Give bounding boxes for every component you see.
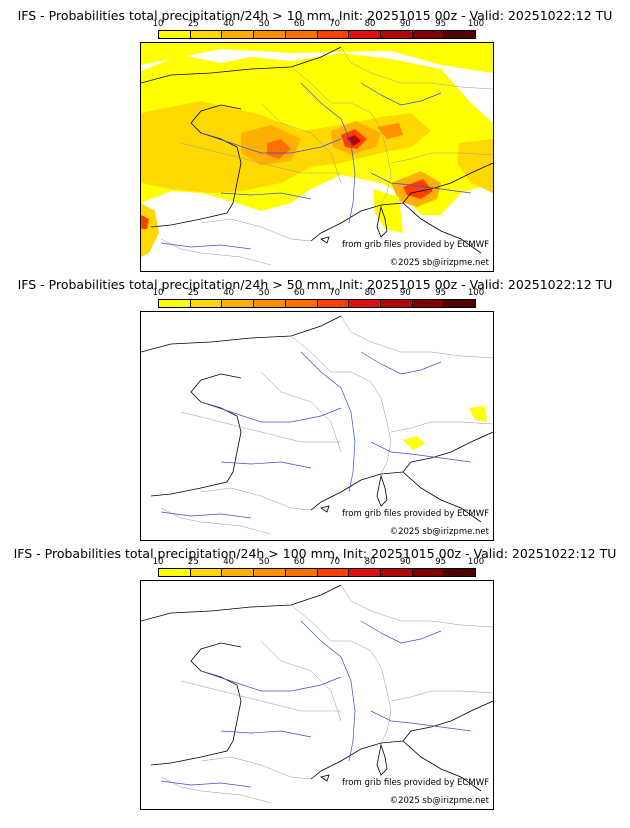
colorbar-tick-label: 100	[467, 19, 485, 29]
colorbar-labels: 10 25 40 50 60 70 80 90 95 100	[153, 557, 485, 567]
colorbar-tick-label: 80	[364, 19, 376, 29]
colorbar-tick-label: 50	[258, 288, 270, 298]
borders	[160, 46, 493, 266]
coastlines	[141, 315, 493, 523]
colorbar-tick-label: 70	[329, 557, 341, 567]
colorbar-swatch	[190, 31, 223, 38]
colorbar-swatch	[349, 31, 381, 38]
colorbar-bar	[158, 568, 476, 577]
colorbar-tick-label: 90	[399, 19, 411, 29]
panel-title: IFS - Probabilities total precipitation/…	[17, 277, 613, 292]
colorbar-tick-label: 100	[467, 557, 485, 567]
copyright-credit: ©2025 sb@irizpme.net	[389, 258, 489, 268]
colorbar-tick-label: 25	[187, 288, 199, 298]
colorbar-swatch	[380, 300, 413, 307]
coastlines	[141, 584, 493, 792]
colorbar-tick-label: 95	[435, 19, 447, 29]
colorbar-swatch	[254, 300, 286, 307]
colorbar-swatch	[222, 569, 255, 576]
colorbar-tick-label: 80	[364, 288, 376, 298]
precipitation-map: from grib files provided by ECMWF ©2025 …	[140, 311, 494, 541]
precip-shading	[403, 406, 487, 450]
colorbar-tick-label: 40	[223, 288, 235, 298]
map-layer	[141, 584, 493, 804]
colorbar-swatch	[159, 569, 191, 576]
colorbar-swatch	[317, 31, 350, 38]
colorbar-swatch	[222, 31, 255, 38]
colorbar-tick-label: 80	[364, 557, 376, 567]
colorbar-bar	[158, 30, 476, 39]
colorbar-swatch	[349, 569, 381, 576]
colorbar-swatch	[412, 569, 445, 576]
borders	[160, 584, 493, 804]
colorbar-tick-label: 25	[187, 557, 199, 567]
panel-title: IFS - Probabilities total precipitation/…	[13, 546, 617, 561]
map-panel-1: IFS - Probabilities total precipitation/…	[0, 8, 630, 276]
colorbar-swatch	[380, 569, 413, 576]
colorbar-swatch	[254, 31, 286, 38]
colorbar-swatch	[317, 569, 350, 576]
rivers	[160, 351, 472, 519]
map-panel-3: IFS - Probabilities total precipitation/…	[0, 546, 630, 814]
colorbar: 10 25 40 50 60 70 80 90 95 100	[153, 288, 485, 308]
rivers	[160, 620, 472, 788]
colorbar-tick-label: 50	[258, 19, 270, 29]
precipitation-map: from grib files provided by ECMWF ©2025 …	[140, 580, 494, 810]
colorbar-tick-label: 95	[435, 288, 447, 298]
colorbar-tick-label: 90	[399, 288, 411, 298]
colorbar-tick-label: 10	[152, 19, 164, 29]
colorbar: 10 25 40 50 60 70 80 90 95 100	[153, 557, 485, 577]
colorbar-tick-label: 100	[467, 288, 485, 298]
map-panel-2: IFS - Probabilities total precipitation/…	[0, 277, 630, 545]
colorbar-swatch	[412, 300, 445, 307]
colorbar-swatch	[317, 300, 350, 307]
source-credit: from grib files provided by ECMWF	[342, 240, 489, 250]
colorbar-tick-label: 60	[293, 19, 305, 29]
colorbar-labels: 10 25 40 50 60 70 80 90 95 100	[153, 288, 485, 298]
copyright-credit: ©2025 sb@irizpme.net	[389, 527, 489, 537]
copyright-credit: ©2025 sb@irizpme.net	[389, 796, 489, 806]
colorbar-tick-label: 10	[152, 557, 164, 567]
colorbar-swatch	[380, 31, 413, 38]
rivers	[160, 82, 472, 250]
colorbar-swatch	[444, 300, 476, 307]
precip-shading	[141, 43, 493, 257]
colorbar: 10 25 40 50 60 70 80 90 95 100	[153, 19, 485, 39]
colorbar-swatch	[349, 300, 381, 307]
colorbar-swatch	[412, 31, 445, 38]
colorbar-swatch	[159, 31, 191, 38]
colorbar-tick-label: 70	[329, 19, 341, 29]
colorbar-bar	[158, 299, 476, 308]
colorbar-tick-label: 60	[293, 288, 305, 298]
precipitation-map: from grib files provided by ECMWF ©2025 …	[140, 42, 494, 272]
map-layer	[141, 315, 493, 535]
colorbar-tick-label: 10	[152, 288, 164, 298]
panel-title: IFS - Probabilities total precipitation/…	[17, 8, 613, 23]
colorbar-tick-label: 50	[258, 557, 270, 567]
source-credit: from grib files provided by ECMWF	[342, 509, 489, 519]
colorbar-swatch	[285, 300, 318, 307]
colorbar-swatch	[254, 569, 286, 576]
colorbar-tick-label: 70	[329, 288, 341, 298]
coastlines	[141, 46, 493, 254]
colorbar-swatch	[222, 300, 255, 307]
colorbar-swatch	[190, 569, 223, 576]
colorbar-labels: 10 25 40 50 60 70 80 90 95 100	[153, 19, 485, 29]
colorbar-tick-label: 60	[293, 557, 305, 567]
colorbar-tick-label: 40	[223, 19, 235, 29]
borders	[160, 315, 493, 535]
colorbar-swatch	[444, 569, 476, 576]
colorbar-tick-label: 90	[399, 557, 411, 567]
colorbar-swatch	[190, 300, 223, 307]
source-credit: from grib files provided by ECMWF	[342, 778, 489, 788]
colorbar-swatch	[285, 31, 318, 38]
map-layer	[141, 43, 493, 266]
colorbar-tick-label: 25	[187, 19, 199, 29]
colorbar-swatch	[285, 569, 318, 576]
colorbar-swatch	[444, 31, 476, 38]
colorbar-swatch	[159, 300, 191, 307]
colorbar-tick-label: 40	[223, 557, 235, 567]
colorbar-tick-label: 95	[435, 557, 447, 567]
